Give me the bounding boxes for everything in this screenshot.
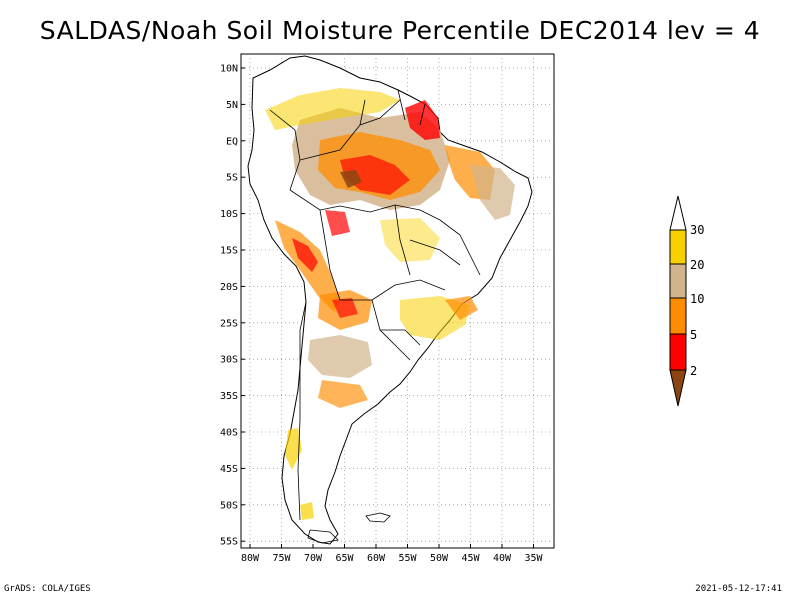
- lat-tick-label: 20S: [220, 282, 238, 293]
- shade-orange-argentina: [318, 380, 368, 408]
- colorbar-bottom-triangle: [669, 369, 687, 407]
- lon-tick-label: 45W: [461, 553, 480, 564]
- colorbar-label-30: 30: [690, 223, 705, 237]
- colorbar-label-20: 20: [690, 258, 705, 272]
- lat-tick-label: 35S: [220, 391, 238, 402]
- colorbar-top-triangle: [669, 195, 687, 231]
- lat-tick-label: 55S: [220, 537, 238, 548]
- lon-tick-label: 75W: [272, 553, 291, 564]
- shade-tan-northeast: [470, 165, 515, 220]
- lat-tick-label: 40S: [220, 428, 238, 439]
- lat-tick-label: 45S: [220, 464, 238, 475]
- shade-red-amazon: [340, 155, 410, 195]
- lat-tick-label: 15S: [220, 246, 238, 257]
- lat-tick-label: 5N: [226, 100, 238, 111]
- shade-orange-southeast: [445, 296, 478, 320]
- footer-timestamp: 2021-05-12-17:41: [695, 584, 782, 594]
- colorbar-seg-5-10: [669, 297, 687, 335]
- shade-red-chaco: [332, 298, 358, 318]
- colorbar-label-2: 2: [690, 364, 698, 378]
- tierra-del-fuego: [307, 529, 339, 544]
- shade-red-northeast: [405, 100, 440, 140]
- latitude-ticks: 10N 5N EQ 5S 10S 15S 20S 25S 30S 35S 40S 45S 50S 55S: [220, 64, 245, 548]
- colorbar-label-10: 10: [690, 292, 705, 306]
- shade-yellow-south: [300, 502, 314, 520]
- shade-yellow-patagonia: [285, 428, 302, 470]
- lat-tick-label: 5S: [226, 173, 238, 184]
- lat-tick-label: 30S: [220, 355, 238, 366]
- lon-tick-label: 40W: [493, 553, 512, 564]
- lat-tick-label: 10N: [220, 64, 238, 75]
- lon-tick-label: 70W: [304, 553, 323, 564]
- shade-red-bolivia: [325, 210, 350, 236]
- colorbar-seg-10-20: [669, 263, 687, 299]
- percentile-shading: [265, 88, 515, 520]
- lat-tick-label: EQ: [226, 136, 238, 147]
- color-bar: [669, 195, 687, 407]
- lat-tick-label: 10S: [220, 209, 238, 220]
- colorbar-seg-20-30: [669, 229, 687, 265]
- shade-yellow-north: [265, 88, 400, 130]
- lon-tick-label: 50W: [430, 553, 449, 564]
- map-title: SALDAS/Noah Soil Moisture Percentile DEC…: [39, 16, 761, 45]
- lon-tick-label: 65W: [335, 553, 354, 564]
- shade-red-andes: [292, 238, 318, 272]
- shade-tan-argentina: [308, 335, 372, 378]
- colorbar-label-5: 5: [690, 328, 698, 342]
- lat-tick-label: 25S: [220, 318, 238, 329]
- longitude-ticks: 80W 75W 70W 65W 60W 55W 50W 45W 40W 35W: [241, 544, 544, 564]
- lon-tick-label: 80W: [241, 553, 260, 564]
- footer-credit: GrADS: COLA/IGES: [4, 584, 91, 594]
- colorbar-seg-2-5: [669, 333, 687, 371]
- lon-tick-label: 35W: [524, 553, 543, 564]
- country-borders: [269, 89, 481, 521]
- lat-tick-label: 50S: [220, 500, 238, 511]
- lon-tick-label: 55W: [398, 553, 417, 564]
- falkland-islands: [365, 512, 391, 523]
- lon-tick-label: 60W: [367, 553, 386, 564]
- shade-brown-amazon: [340, 170, 362, 188]
